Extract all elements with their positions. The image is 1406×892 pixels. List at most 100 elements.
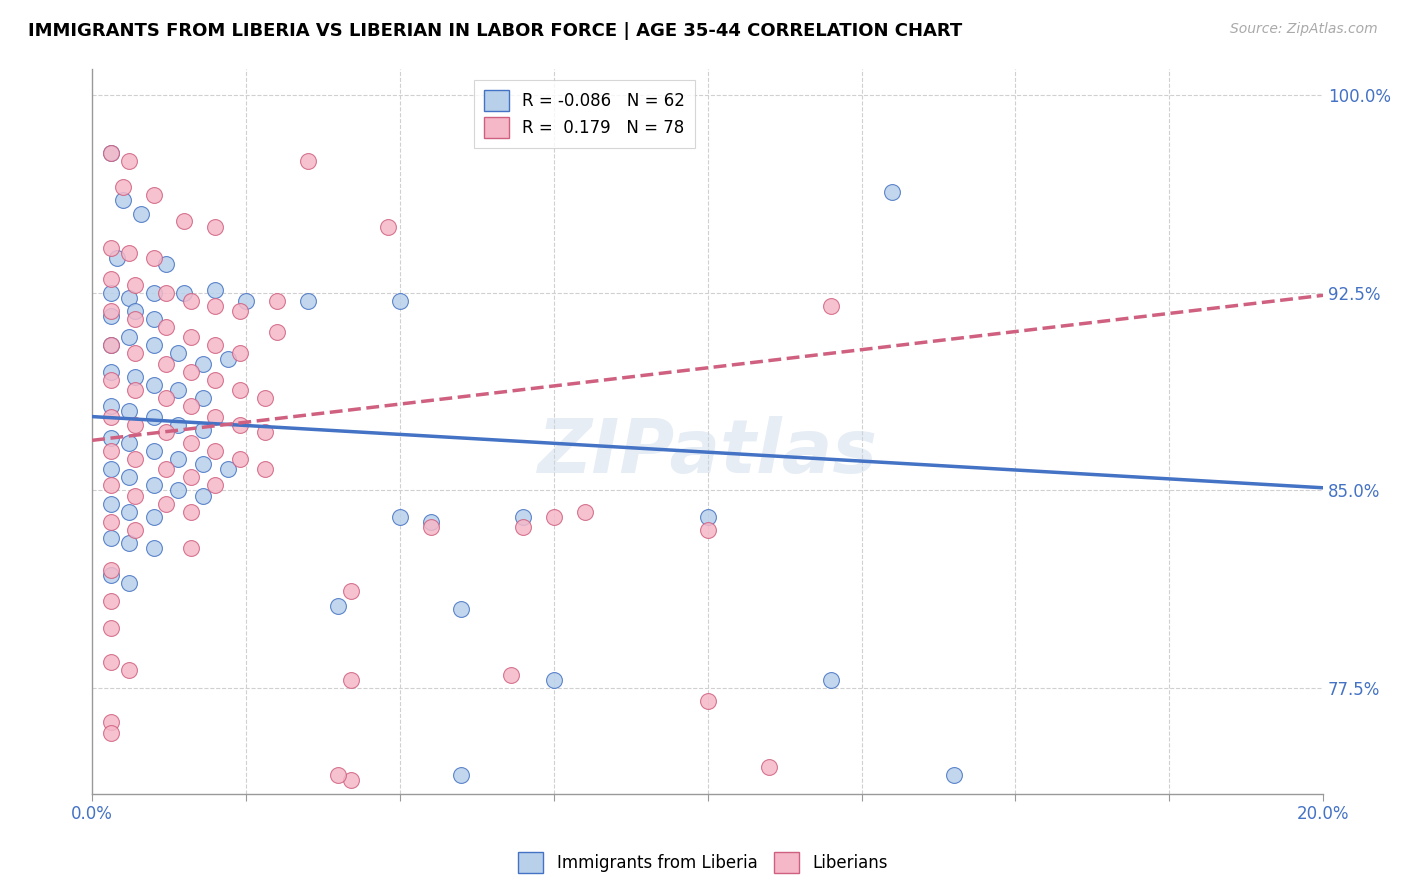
Point [191, 391, 214, 405]
Point [173, 214, 195, 228]
Point [118, 246, 141, 260]
Point [180, 399, 202, 413]
Point [820, 299, 842, 313]
Point [100, 373, 122, 387]
Point [124, 417, 146, 432]
Point [204, 478, 226, 492]
Point [229, 346, 252, 360]
Point [820, 673, 842, 688]
Point [419, 520, 441, 534]
Point [111, 180, 134, 194]
Point [167, 451, 190, 466]
Point [204, 338, 226, 352]
Point [180, 365, 202, 379]
Point [191, 423, 214, 437]
Point [118, 504, 141, 518]
Point [155, 257, 177, 271]
Point [124, 277, 146, 292]
Point [450, 602, 472, 616]
Point [100, 567, 122, 582]
Point [100, 241, 122, 255]
Point [100, 338, 122, 352]
Legend: R = -0.086   N = 62, R =  0.179   N = 78: R = -0.086 N = 62, R = 0.179 N = 78 [474, 80, 695, 148]
Point [543, 673, 565, 688]
Point [339, 773, 361, 788]
Point [142, 252, 165, 266]
Point [499, 668, 522, 682]
Point [100, 310, 122, 324]
Point [131, 206, 153, 220]
Point [118, 663, 141, 677]
Point [339, 673, 361, 688]
Point [173, 285, 195, 300]
Legend: Immigrants from Liberia, Liberians: Immigrants from Liberia, Liberians [512, 846, 894, 880]
Point [142, 541, 165, 556]
Point [450, 768, 472, 782]
Point [229, 383, 252, 397]
Point [124, 489, 146, 503]
Point [229, 417, 252, 432]
Point [142, 409, 165, 424]
Point [100, 399, 122, 413]
Point [100, 621, 122, 635]
Point [100, 715, 122, 730]
Point [297, 153, 319, 168]
Point [167, 417, 190, 432]
Point [882, 186, 904, 200]
Point [100, 338, 122, 352]
Point [388, 509, 411, 524]
Point [124, 370, 146, 384]
Point [100, 562, 122, 576]
Point [419, 515, 441, 529]
Point [235, 293, 257, 308]
Point [543, 509, 565, 524]
Point [118, 153, 141, 168]
Point [111, 194, 134, 208]
Point [124, 346, 146, 360]
Point [118, 291, 141, 305]
Point [100, 594, 122, 608]
Point [696, 694, 718, 708]
Point [328, 768, 350, 782]
Point [328, 599, 350, 614]
Point [142, 443, 165, 458]
Point [100, 531, 122, 545]
Point [118, 330, 141, 344]
Point [229, 304, 252, 318]
Point [339, 583, 361, 598]
Point [180, 436, 202, 450]
Point [297, 293, 319, 308]
Point [100, 304, 122, 318]
Point [100, 272, 122, 286]
Point [124, 304, 146, 318]
Point [100, 365, 122, 379]
Point [124, 451, 146, 466]
Point [377, 219, 399, 234]
Text: Source: ZipAtlas.com: Source: ZipAtlas.com [1230, 22, 1378, 37]
Text: IMMIGRANTS FROM LIBERIA VS LIBERIAN IN LABOR FORCE | AGE 35-44 CORRELATION CHART: IMMIGRANTS FROM LIBERIA VS LIBERIAN IN L… [28, 22, 962, 40]
Point [180, 541, 202, 556]
Point [253, 425, 276, 440]
Point [124, 523, 146, 537]
Point [155, 357, 177, 371]
Point [124, 312, 146, 326]
Point [191, 357, 214, 371]
Point [180, 504, 202, 518]
Point [142, 312, 165, 326]
Point [155, 391, 177, 405]
Point [100, 443, 122, 458]
Point [105, 252, 128, 266]
Point [100, 655, 122, 669]
Point [155, 320, 177, 334]
Point [142, 509, 165, 524]
Point [512, 509, 534, 524]
Point [574, 504, 596, 518]
Point [100, 515, 122, 529]
Point [100, 431, 122, 445]
Point [100, 462, 122, 476]
Point [100, 409, 122, 424]
Point [266, 293, 288, 308]
Text: ZIPatlas: ZIPatlas [537, 417, 877, 490]
Point [100, 145, 122, 160]
Point [142, 285, 165, 300]
